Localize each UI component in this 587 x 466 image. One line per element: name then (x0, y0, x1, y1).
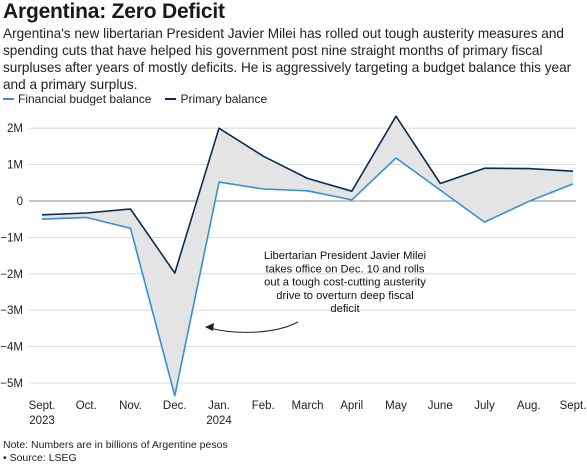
x-tick-label: Nov. (119, 400, 142, 412)
x-tick-label: Jan. (208, 400, 230, 412)
y-tick-label: 2M (7, 123, 23, 135)
line-layer (41, 115, 574, 397)
fill-layer (42, 116, 573, 396)
x-tick-label: March (292, 400, 324, 412)
annotation-arrow-line (208, 321, 299, 333)
legend-label-primary: Primary balance (180, 92, 268, 106)
x-tick-label: 2023 (29, 415, 55, 427)
legend-swatch-financial (3, 98, 14, 100)
x-tick-label: Feb. (252, 400, 275, 412)
annotation-line: Libertarian President Javier Milei (264, 250, 426, 262)
series-line-primary (41, 115, 574, 274)
legend-item-primary: Primary balance (165, 92, 267, 106)
annotation-line: drive to overturn deep fiscal (276, 290, 413, 302)
chart-title: Argentina: Zero Deficit (3, 0, 225, 23)
y-tick-label: 1M (7, 160, 23, 172)
y-tick-label: −4M (0, 342, 23, 354)
chart-subtitle: Argentina's new libertarian President Ja… (3, 26, 572, 92)
y-tick-label: −1M (0, 232, 23, 244)
series-line-financial (41, 157, 574, 397)
legend-item-financial: Financial budget balance (3, 92, 151, 106)
x-tick-label: April (340, 400, 363, 412)
annotation-line: deficit (330, 303, 360, 315)
footnote-note: Note: Numbers are in billions of Argenti… (3, 439, 228, 451)
legend: Financial budget balance Primary balance (3, 92, 281, 106)
x-tick-label: 2024 (206, 415, 232, 427)
y-tick-label: −2M (0, 269, 23, 281)
tick-layer: 2M 1M 0 −1M −2M −3M −4M −5M Sept. 2023 Oct. Nov. Dec… (0, 123, 586, 427)
x-tick-label: Oct. (76, 400, 97, 412)
y-tick-label: 0 (17, 196, 23, 208)
x-tick-label: Dec. (163, 400, 187, 412)
x-tick-label: Aug. (517, 400, 541, 412)
x-tick-label: May (385, 400, 407, 412)
y-tick-label: −5M (0, 378, 23, 390)
x-tick-label: June (428, 400, 453, 412)
annotation-line: out a tough cost-cutting austerity (264, 277, 426, 289)
annotation-arrow-head (205, 323, 214, 331)
x-tick-label: July (474, 400, 495, 412)
legend-label-financial: Financial budget balance (18, 92, 152, 106)
grid-layer (29, 127, 576, 384)
x-tick-label: Sept. (29, 400, 56, 412)
legend-swatch-primary (165, 98, 177, 100)
annotation: Libertarian President Javier Mileitakes … (205, 250, 426, 333)
footnote-source: • Source: LSEG (3, 452, 77, 464)
area-between-series (42, 116, 573, 396)
x-tick-label: Sept. (560, 400, 587, 412)
y-tick-label: −3M (0, 305, 23, 317)
annotation-line: takes office on Dec. 10 and rolls (266, 263, 425, 275)
